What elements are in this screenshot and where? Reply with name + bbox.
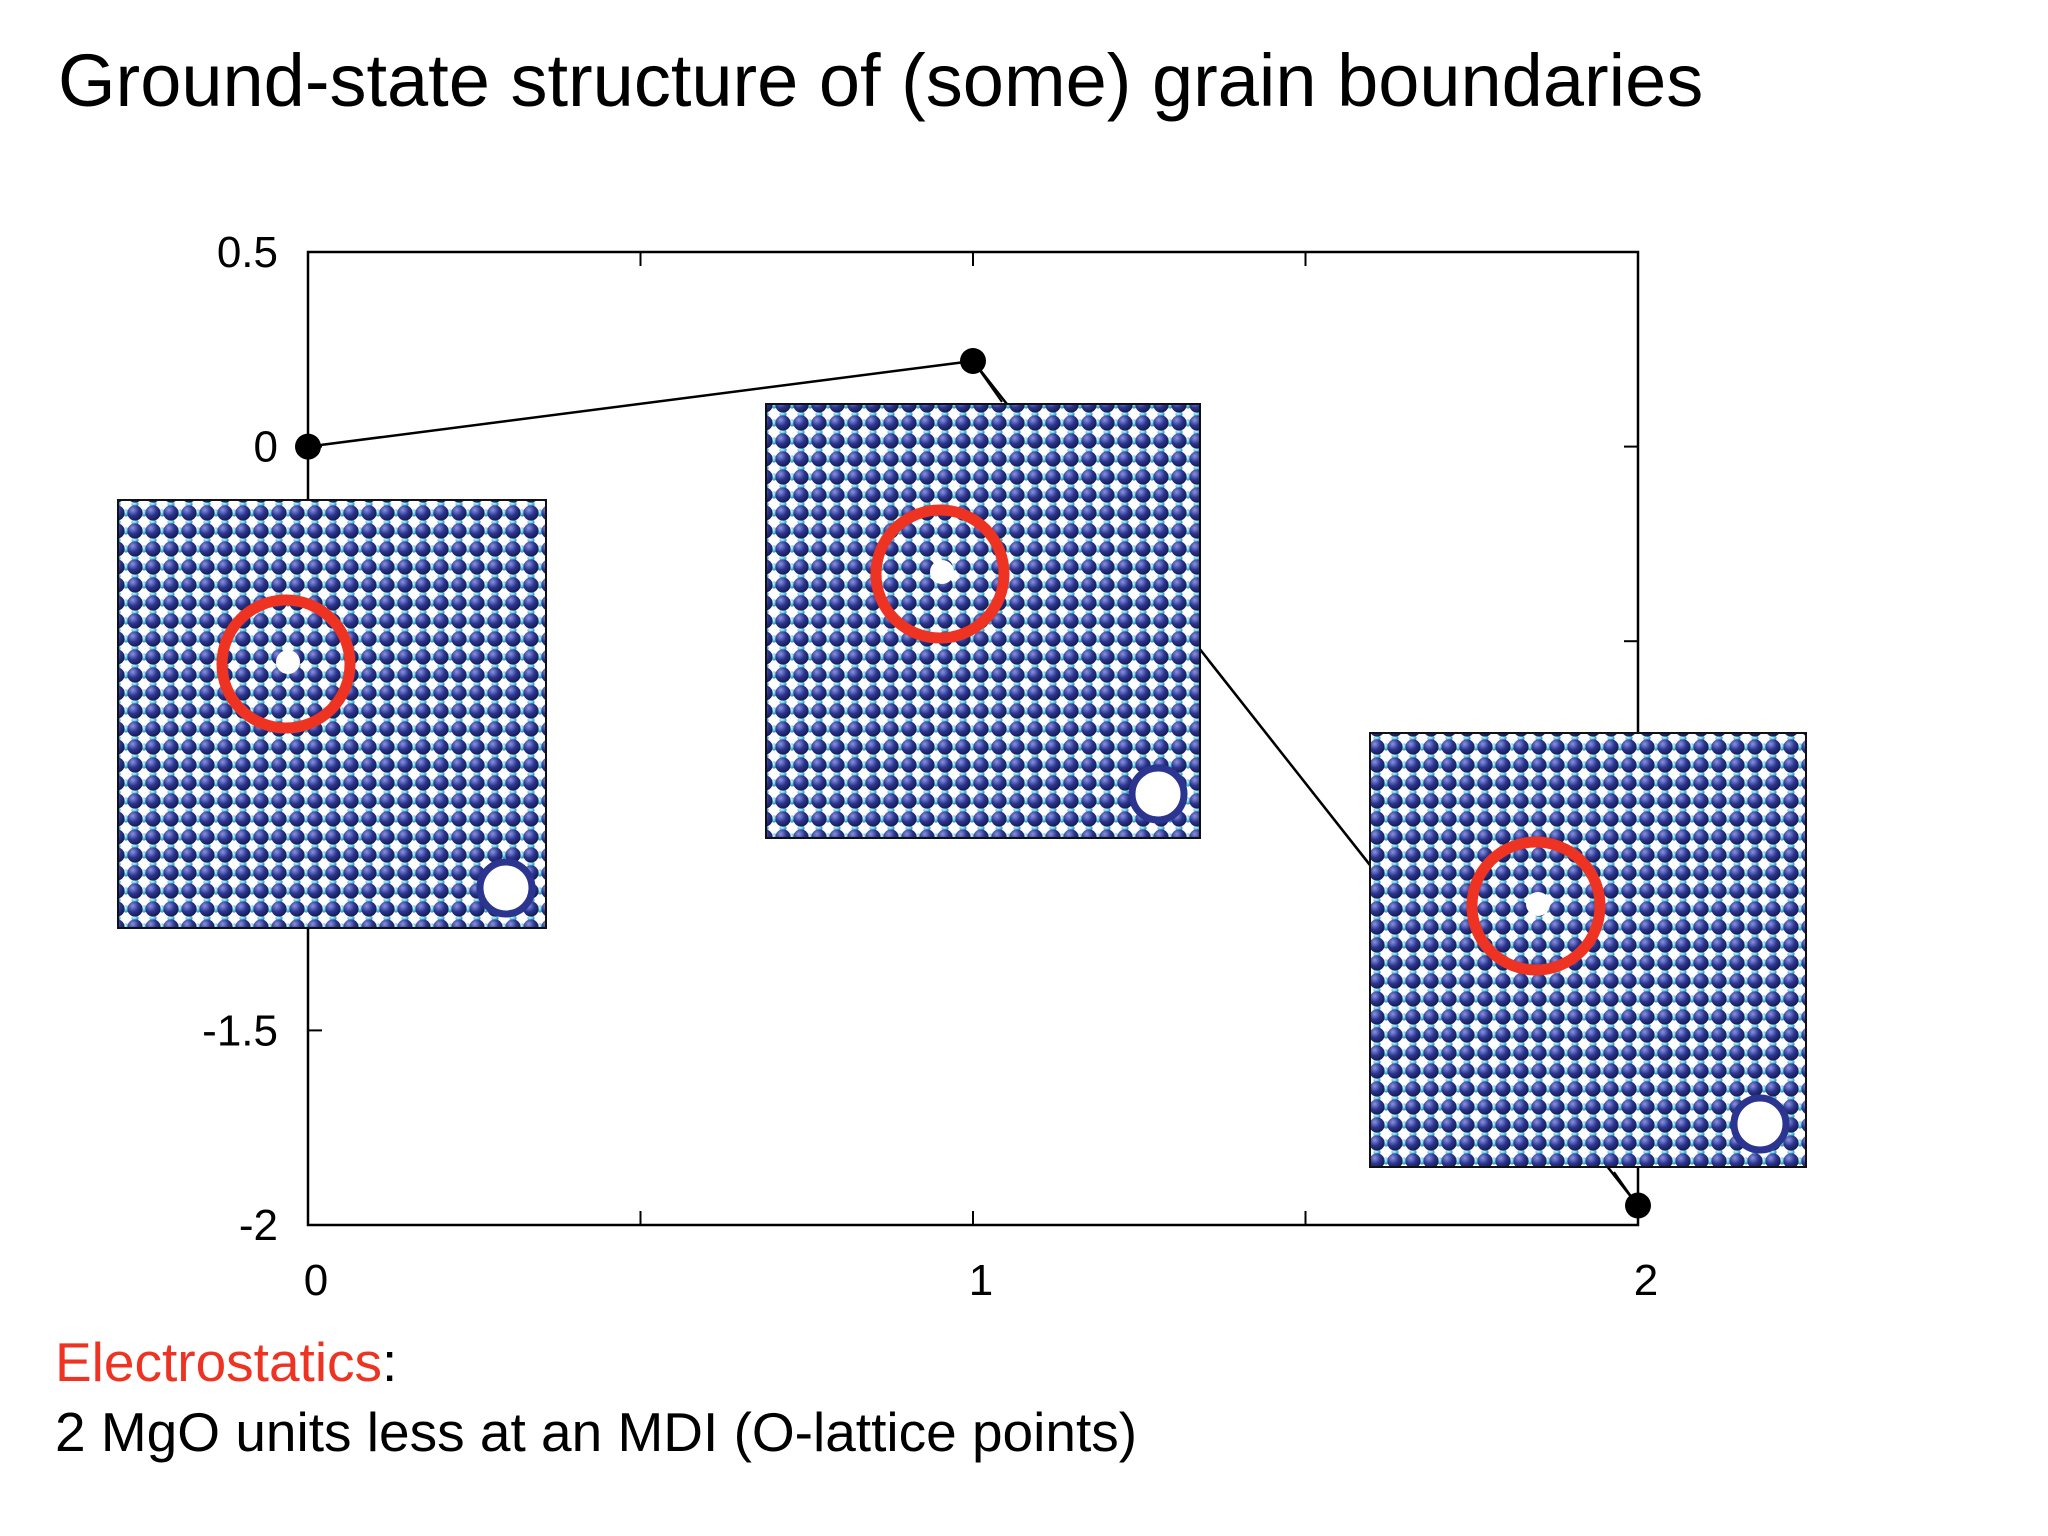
structure-inset: [118, 500, 546, 928]
structure-inset: [766, 404, 1200, 838]
lattice-void: [1132, 768, 1184, 820]
x-tick-label: 1: [969, 1256, 993, 1305]
structure-inset: [1370, 733, 1806, 1167]
y-tick-label: 0.5: [217, 228, 278, 277]
y-tick-label: -2: [239, 1201, 278, 1250]
note-colon: :: [382, 1331, 397, 1393]
electrostatics-label: Electrostatics: [55, 1331, 382, 1393]
data-point: [295, 434, 321, 460]
lattice-void: [480, 862, 532, 914]
boundary-void: [930, 560, 954, 584]
x-tick-label: 2: [1634, 1256, 1658, 1305]
boundary-void: [276, 650, 300, 674]
x-tick-label: 0: [304, 1256, 328, 1305]
inset-layer: [118, 361, 1806, 1198]
lattice-void: [1734, 1098, 1786, 1150]
inset-connector: [1208, 660, 1368, 862]
inset-connector: [973, 361, 1002, 402]
note-text: 2 MgO units less at an MDI (O-lattice po…: [55, 1400, 1137, 1464]
data-point: [1625, 1193, 1651, 1219]
y-tick-label: -1.5: [202, 1006, 278, 1055]
y-tick-label: 0: [254, 423, 278, 472]
boundary-void: [1526, 892, 1550, 916]
note-heading: Electrostatics:: [55, 1330, 397, 1394]
inset-connector: [1614, 1172, 1632, 1198]
